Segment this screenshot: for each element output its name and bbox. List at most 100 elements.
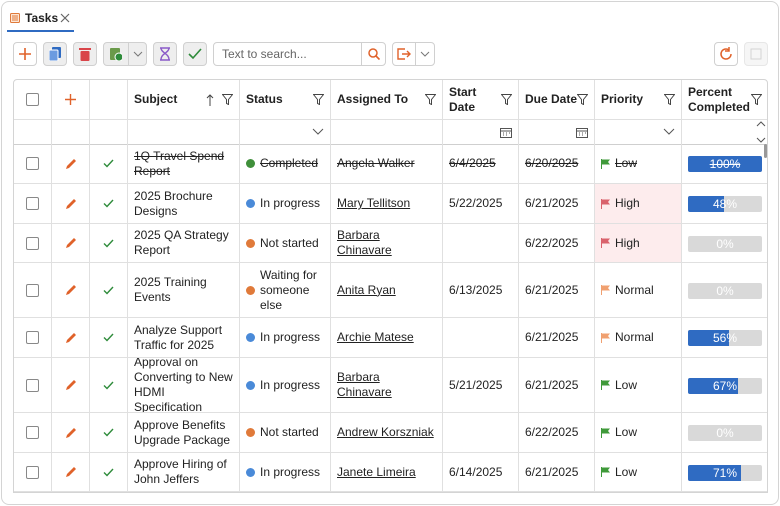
filter-cell[interactable] xyxy=(128,120,240,145)
progress-bar xyxy=(688,377,738,394)
assigned-link[interactable]: Barbara Chinavare xyxy=(337,370,392,399)
tab-icon xyxy=(10,13,20,23)
assigned-link[interactable]: Archie Matese xyxy=(337,330,414,344)
priority-flag xyxy=(601,332,610,343)
assigned-cell: Mary Tellitson xyxy=(331,184,443,224)
assigned-link[interactable]: Angela Walker xyxy=(337,156,415,170)
column-title: Due Date xyxy=(525,92,578,106)
assigned-cell: Anita Ryan xyxy=(331,263,443,318)
filter-cell[interactable] xyxy=(519,120,595,145)
complete-button[interactable] xyxy=(183,42,207,66)
row-checkbox[interactable] xyxy=(14,144,52,184)
progress-track: 0% xyxy=(688,282,762,299)
edit-button[interactable] xyxy=(52,358,90,413)
row-checkbox[interactable] xyxy=(14,263,52,318)
tab-title[interactable]: Tasks xyxy=(25,11,59,25)
start-date xyxy=(443,224,519,263)
column-title: Priority xyxy=(601,92,644,106)
assigned-link[interactable]: Mary Tellitson xyxy=(337,196,411,210)
row-checkbox[interactable] xyxy=(14,413,52,453)
hourglass-button[interactable] xyxy=(153,42,177,66)
start-date xyxy=(443,413,519,453)
add-button[interactable] xyxy=(13,42,37,66)
progress-track: 71% xyxy=(688,464,762,481)
column-title: Subject xyxy=(134,92,178,106)
row-checkbox[interactable] xyxy=(14,184,52,224)
filter-cell[interactable] xyxy=(240,120,331,145)
complete-check[interactable] xyxy=(90,224,128,263)
column-title: Start Date xyxy=(449,84,477,114)
row-checkbox[interactable] xyxy=(14,453,52,492)
progress-track: 67% xyxy=(688,377,762,394)
column-header[interactable]: Percent Completed xyxy=(682,80,767,120)
edit-button[interactable] xyxy=(52,263,90,318)
filter-cell[interactable] xyxy=(52,120,90,145)
column-header[interactable]: Status xyxy=(240,80,331,120)
assigned-link[interactable]: Janete Limeira xyxy=(337,464,416,479)
edit-button[interactable] xyxy=(52,318,90,358)
priority-flag xyxy=(601,467,610,477)
complete-check[interactable] xyxy=(90,263,128,318)
assigned-link[interactable]: Barbara Chinavare xyxy=(337,228,392,257)
status-icon xyxy=(246,428,255,437)
due-date: 6/20/2025 xyxy=(519,144,595,184)
column-header[interactable]: Due Date xyxy=(519,80,595,120)
row-checkbox[interactable] xyxy=(14,358,52,413)
percent-cell: 0% xyxy=(682,263,767,318)
filter-cell[interactable] xyxy=(443,120,519,145)
percent-cell: 67% xyxy=(682,358,767,413)
complete-check[interactable] xyxy=(90,184,128,224)
column-header[interactable]: Start Date xyxy=(443,80,519,120)
status: Waiting for someone else xyxy=(260,267,317,312)
assigned-link[interactable]: Andrew Korszniak xyxy=(337,425,434,439)
filter-cell[interactable] xyxy=(595,120,682,145)
priority-flag xyxy=(601,285,610,295)
status-icon xyxy=(246,285,255,295)
search-box[interactable]: Text to search... xyxy=(213,42,386,66)
progress-label: 48% xyxy=(712,197,738,211)
export-button[interactable] xyxy=(392,42,435,66)
edit-button[interactable] xyxy=(52,413,90,453)
start-date: 6/14/2025 xyxy=(443,453,519,492)
refresh-button[interactable] xyxy=(714,42,738,66)
status: In progress xyxy=(260,196,321,210)
assigned-cell: Barbara Chinavare xyxy=(331,224,443,263)
edit-button[interactable] xyxy=(52,184,90,224)
complete-check[interactable] xyxy=(90,358,128,413)
due-date: 6/21/2025 xyxy=(519,318,595,358)
complete-check[interactable] xyxy=(90,144,128,184)
row-checkbox[interactable] xyxy=(14,318,52,358)
priority-flag xyxy=(601,238,610,248)
copy-button[interactable] xyxy=(43,42,67,66)
edit-button[interactable] xyxy=(52,144,90,184)
filter-cell[interactable] xyxy=(682,120,767,145)
assigned-link[interactable]: Anita Ryan xyxy=(337,282,396,297)
header-icons xyxy=(425,94,436,105)
complete-check[interactable] xyxy=(90,318,128,358)
column-header[interactable]: Priority xyxy=(595,80,682,120)
edit-button[interactable] xyxy=(52,224,90,263)
filter-cell[interactable] xyxy=(90,120,128,145)
priority-cell: High xyxy=(595,184,682,224)
start-date: 6/13/2025 xyxy=(443,263,519,318)
progress-label: 100% xyxy=(709,157,741,171)
row-checkbox[interactable] xyxy=(14,224,52,263)
percent-cell: 48% xyxy=(682,184,767,224)
filter-cell[interactable] xyxy=(331,120,443,145)
delete-button[interactable] xyxy=(73,42,97,66)
subject: Approve Benefits Upgrade Package xyxy=(128,413,240,453)
complete-check[interactable] xyxy=(90,453,128,492)
tab-close[interactable] xyxy=(60,13,70,23)
column-header[interactable]: Subject xyxy=(128,80,240,120)
filter-cell[interactable] xyxy=(14,120,52,145)
status-button[interactable] xyxy=(103,42,147,66)
complete-check[interactable] xyxy=(90,413,128,453)
column-header[interactable]: Assigned To xyxy=(331,80,443,120)
due-date: 6/22/2025 xyxy=(519,413,595,453)
edit-button[interactable] xyxy=(52,453,90,492)
progress-track: 0% xyxy=(688,425,762,441)
scrollbar-thumb[interactable] xyxy=(764,144,767,158)
status-icon xyxy=(246,238,255,248)
